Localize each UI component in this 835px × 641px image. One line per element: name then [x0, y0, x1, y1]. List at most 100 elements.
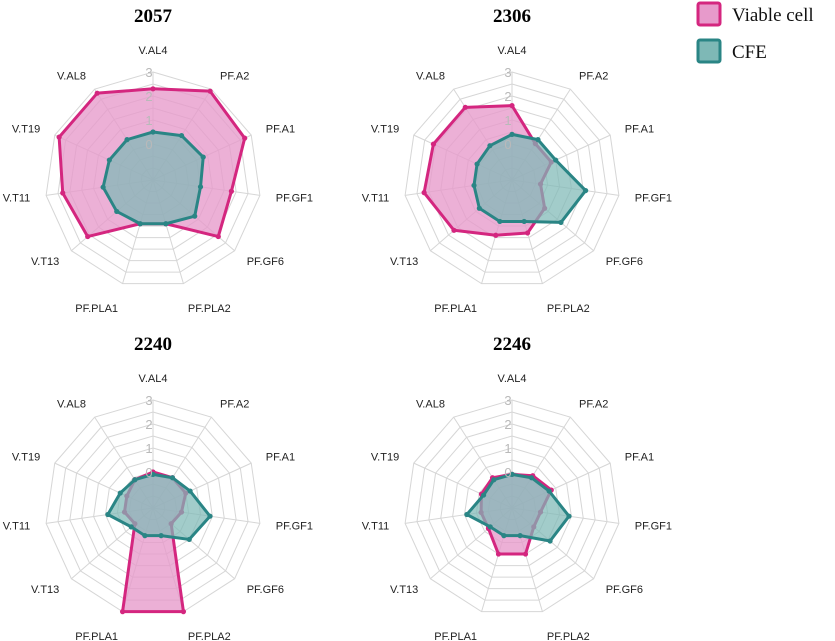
legend-label-cfe: CFE: [732, 42, 767, 63]
data-point: [493, 232, 499, 238]
radar-panel-2240: 2240 0 1 2 3 V.AL4 PF.A2 PF.A1 PF.GF1 PF.GF6 PF.PL…: [3, 334, 313, 641]
tick-label: 3: [504, 65, 511, 80]
tick-label: 1: [504, 441, 511, 456]
grid-ring: [416, 83, 608, 273]
tick-label: 0: [145, 465, 152, 480]
axis-label-v-t19: V.T19: [371, 123, 399, 135]
series-area-cfe: [472, 132, 588, 224]
legend: Viable cell CFE: [696, 1, 814, 64]
grid-ring: [428, 423, 596, 590]
data-point: [197, 184, 204, 190]
data-point: [56, 134, 62, 140]
axis-label-pf-a1: PF.A1: [625, 451, 654, 463]
axis-label-v-al8: V.AL8: [57, 399, 86, 411]
legend-swatch-viable-cell: [696, 1, 722, 27]
data-point: [106, 157, 112, 163]
data-point: [132, 477, 138, 483]
grid-ring: [404, 399, 620, 613]
grid-ring: [45, 71, 261, 285]
tick-label: 1: [145, 441, 152, 456]
data-point: [487, 143, 493, 149]
data-point: [142, 533, 148, 539]
series-cfe: [105, 471, 213, 543]
axis-label-pf-pla2: PF.PLA2: [188, 303, 231, 315]
data-point: [509, 131, 515, 137]
axis-label-pf-pla1: PF.PLA1: [434, 303, 477, 315]
data-point: [228, 188, 234, 194]
legend-swatch-cfe: [696, 38, 722, 64]
axis-label-pf-pla2: PF.PLA2: [547, 303, 590, 315]
data-point: [430, 141, 437, 147]
data-point: [150, 471, 156, 477]
series-cfe: [464, 471, 572, 544]
grid-ring: [452, 447, 572, 567]
data-point: [178, 132, 185, 139]
data-point: [242, 135, 248, 141]
data-point: [546, 488, 552, 494]
tick-label: 0: [504, 137, 511, 152]
axis-label-v-t13: V.T13: [390, 584, 418, 596]
panel-title: 2057: [134, 6, 173, 27]
axis-label-pf-pla1: PF.PLA1: [75, 303, 118, 315]
data-point: [547, 538, 553, 544]
series-area-cfe: [106, 472, 212, 541]
data-point: [163, 221, 169, 227]
tick-label: 3: [504, 393, 511, 408]
axis-label-v-t13: V.T13: [390, 256, 418, 268]
axis-label-pf-gf6: PF.GF6: [247, 584, 284, 596]
data-point: [509, 103, 515, 109]
axis-label-pf-gf6: PF.GF6: [606, 256, 643, 268]
data-point: [497, 218, 503, 225]
tick-label: 1: [145, 113, 152, 128]
data-point: [117, 490, 123, 496]
axis-label-v-t11: V.T11: [3, 521, 31, 533]
axis-label-v-t11: V.T11: [362, 521, 390, 533]
axis-label-pf-pla1: PF.PLA1: [75, 631, 118, 641]
series-area-cfe: [101, 130, 205, 226]
axis-label-pf-gf6: PF.GF6: [606, 584, 643, 596]
axis-label-v-t19: V.T19: [371, 451, 399, 463]
legend-label-viable-cell: Viable cell: [732, 5, 814, 26]
data-point: [207, 88, 213, 94]
data-point: [114, 208, 120, 215]
data-point: [528, 475, 535, 481]
panel-title: 2246: [493, 334, 531, 355]
data-point: [566, 513, 572, 519]
axis-label-v-al8: V.AL8: [57, 71, 86, 83]
data-point: [158, 533, 164, 539]
data-point: [464, 511, 470, 518]
data-point: [150, 86, 156, 92]
series-area-cfe: [465, 472, 571, 543]
axis-label-v-al4: V.AL4: [498, 373, 527, 385]
axis-label-v-t13: V.T13: [31, 256, 59, 268]
data-point: [474, 161, 480, 167]
axis-label-v-t19: V.T19: [12, 451, 40, 463]
data-point: [421, 190, 427, 196]
axis-label-pf-a2: PF.A2: [220, 399, 249, 411]
axis-label-pf-pla2: PF.PLA2: [547, 631, 590, 641]
data-point: [535, 137, 541, 143]
tick-label: 2: [145, 89, 152, 104]
axis-label-v-t11: V.T11: [3, 193, 31, 205]
data-point: [471, 182, 477, 189]
axis-label-v-t11: V.T11: [362, 193, 390, 205]
series-cfe: [100, 129, 206, 227]
data-point: [522, 551, 529, 557]
axis-label-v-al4: V.AL4: [498, 45, 527, 57]
axis-label-pf-gf1: PF.GF1: [276, 521, 313, 533]
axis-label-v-al8: V.AL8: [416, 399, 445, 411]
data-point: [180, 609, 187, 615]
data-point: [192, 213, 198, 219]
axis-label-pf-a2: PF.A2: [579, 399, 608, 411]
panel-title: 2240: [134, 334, 172, 355]
radar-panel-2057: 2057 0 1 2 3 V.AL4 PF.A2 PF.A1 PF.GF1 PF.GF6 PF.PL…: [3, 6, 313, 315]
tick-label: 2: [504, 417, 511, 432]
axis-label-v-al4: V.AL4: [139, 45, 168, 57]
tick-label: 2: [504, 89, 511, 104]
data-point: [200, 154, 206, 160]
data-point: [150, 129, 156, 135]
data-point: [476, 205, 482, 211]
tick-label: 3: [145, 393, 152, 408]
tick-label: 1: [504, 113, 511, 128]
